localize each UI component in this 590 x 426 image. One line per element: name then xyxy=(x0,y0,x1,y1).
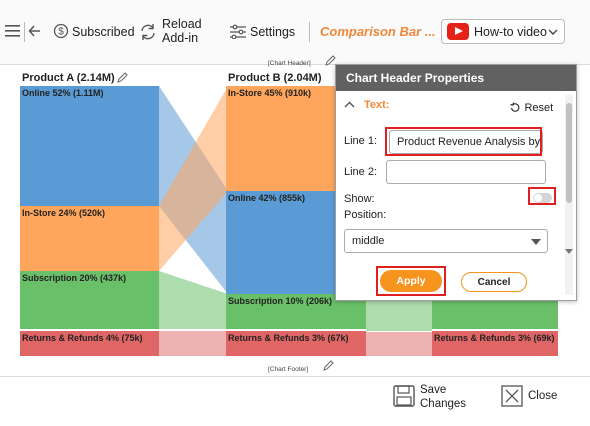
reset-button[interactable]: Reset xyxy=(509,99,553,117)
segment-label: Returns & Refunds 3% (67k) xyxy=(228,333,349,343)
section-text-label: Text: xyxy=(364,99,390,111)
dollar-circle-icon: $ xyxy=(53,23,69,39)
close-icon xyxy=(501,385,523,407)
flow-connectors xyxy=(159,86,228,356)
highlight-line1 xyxy=(385,127,542,156)
highlight-show-toggle xyxy=(528,187,556,205)
line2-input[interactable] xyxy=(386,160,546,184)
app-title: Comparison Bar ... xyxy=(320,24,436,39)
menu-icon[interactable] xyxy=(5,24,21,38)
toolbar: $ Subscribed Reload Add-in Settings Comp… xyxy=(0,0,590,65)
show-toggle[interactable] xyxy=(533,193,552,203)
flow-bc-returns xyxy=(366,332,432,356)
edit-header-pencil-icon[interactable] xyxy=(325,55,336,66)
segment-label: Subscription 20% (437k) xyxy=(22,273,127,283)
flow-returns xyxy=(159,331,228,356)
reload-icon xyxy=(141,24,155,40)
chevron-up-icon[interactable] xyxy=(344,101,355,109)
save-floppy-icon xyxy=(393,385,415,407)
product-a-online-bar[interactable]: Online 52% (1.11M) xyxy=(20,86,159,206)
segment-label: In-Store 45% (910k) xyxy=(228,88,312,98)
position-select[interactable]: middle xyxy=(344,229,548,253)
position-value: middle xyxy=(352,235,385,247)
reset-label: Reset xyxy=(524,101,554,114)
segment-label: Returns & Refunds 3% (69k) xyxy=(434,333,555,343)
flow-subscription xyxy=(159,271,228,329)
save-line2: Changes xyxy=(420,398,467,410)
chart-header-placeholder[interactable]: [Chart Header] xyxy=(268,60,311,67)
position-label: Position: xyxy=(344,209,387,221)
segment-label: In-Store 24% (520k) xyxy=(22,208,106,218)
scroll-down-arrow-icon[interactable] xyxy=(565,249,573,255)
toggle-knob xyxy=(534,194,542,202)
product-a-title: Product A (2.14M) xyxy=(22,72,115,84)
segment-label: Online 42% (855k) xyxy=(228,193,306,203)
apply-button[interactable]: Apply xyxy=(380,270,442,292)
cancel-button[interactable]: Cancel xyxy=(461,272,527,292)
product-c-returns-bar[interactable]: Returns & Refunds 3% (69k) xyxy=(432,331,558,356)
product-b-returns-bar[interactable]: Returns & Refunds 3% (67k) xyxy=(226,331,366,356)
reset-icon xyxy=(510,102,520,113)
product-a-subscription-bar[interactable]: Subscription 20% (437k) xyxy=(20,271,159,329)
reload-addin-button[interactable]: Reload Add-in xyxy=(162,17,202,45)
reload-line1: Reload xyxy=(162,17,202,31)
flow-connectors-bc xyxy=(366,298,432,356)
line1-label: Line 1: xyxy=(344,135,378,147)
show-label: Show: xyxy=(344,193,375,205)
segment-label: Online 52% (1.11M) xyxy=(22,88,104,98)
edit-footer-pencil-icon[interactable] xyxy=(323,360,334,371)
flow-bc-subscription xyxy=(366,298,432,331)
flow-instore xyxy=(159,86,228,271)
settings-sliders-icon xyxy=(230,24,246,39)
chevron-down-icon xyxy=(548,29,558,35)
dropdown-caret-icon xyxy=(531,239,541,245)
svg-text:$: $ xyxy=(58,27,64,38)
product-a-instore-bar[interactable]: In-Store 24% (520k) xyxy=(20,206,159,271)
highlight-apply xyxy=(376,266,446,296)
line2-label: Line 2: xyxy=(344,166,378,178)
footer-bar: Save Changes Close xyxy=(0,376,590,426)
subscribed-button[interactable]: Subscribed xyxy=(72,25,135,39)
save-line1: Save xyxy=(420,384,447,396)
scrollbar-thumb[interactable] xyxy=(566,103,572,203)
product-b-title: Product B (2.04M) xyxy=(228,72,322,84)
back-arrow-icon[interactable] xyxy=(28,24,42,38)
howto-label: How-to video xyxy=(474,25,547,39)
product-a-returns-bar[interactable]: Returns & Refunds 4% (75k) xyxy=(20,331,159,356)
howto-video-dropdown[interactable]: How-to video xyxy=(441,19,565,44)
panel-title: Chart Header Properties xyxy=(336,65,576,91)
segment-label: Subscription 10% (206k) xyxy=(228,296,333,306)
product-c-subscription-bar[interactable] xyxy=(432,298,558,329)
close-label: Close xyxy=(528,390,558,402)
edit-product-a-pencil-icon[interactable] xyxy=(117,72,128,83)
chart-header-properties-panel: Chart Header Properties Text: Reset Line… xyxy=(335,64,577,301)
chart-footer-placeholder[interactable]: [Chart Footer] xyxy=(268,366,309,373)
reload-line2: Add-in xyxy=(162,31,199,45)
line1-input[interactable]: Product Revenue Analysis by xyxy=(389,130,543,154)
segment-label: Returns & Refunds 4% (75k) xyxy=(22,333,143,343)
youtube-icon xyxy=(447,23,469,40)
panel-scrollbar[interactable] xyxy=(565,95,573,295)
settings-button[interactable]: Settings xyxy=(250,25,296,39)
